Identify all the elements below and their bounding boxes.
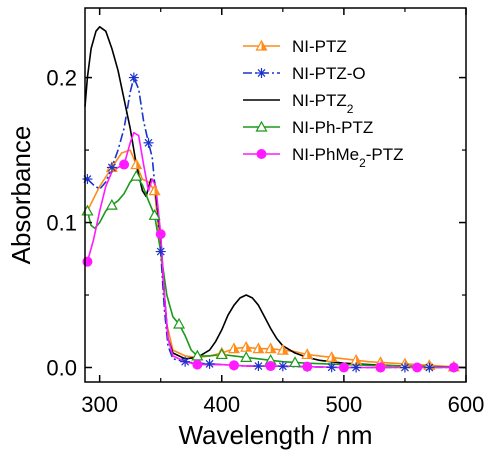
series-0-point-fill	[136, 159, 142, 169]
legend-marker-0	[255, 39, 268, 51]
series-1-point	[253, 361, 264, 372]
series-4-point	[155, 229, 166, 240]
series-0-point-fill	[246, 342, 252, 352]
series-1-point-ray	[156, 247, 165, 256]
series-0-point-fill	[282, 345, 288, 355]
tick-labels-group: 300 400 500 600 0.0 0.1 0.2	[46, 66, 484, 417]
y-tick-label: 0.1	[46, 211, 77, 236]
x-tick-label: 600	[448, 392, 485, 417]
legend-marker-1	[256, 68, 267, 78]
series-3-point	[148, 209, 161, 220]
series-0-point	[301, 348, 314, 360]
series-3-point	[130, 169, 143, 181]
series-3-point	[173, 317, 186, 329]
legend-label-4: NI-PhMe2-PTZ	[292, 145, 404, 170]
series-4-point	[265, 361, 276, 372]
y-axis-title: Absorbance	[6, 126, 36, 265]
series-0-point	[227, 342, 241, 354]
y-tick-label: 0.2	[46, 66, 77, 91]
series-line-1	[86, 76, 466, 369]
series-1-point	[326, 362, 337, 373]
series-1-point-ray	[129, 73, 138, 82]
x-tick-label: 500	[326, 392, 363, 417]
series-1-point	[180, 356, 191, 367]
series-3-point	[215, 348, 228, 360]
series-line-4	[86, 131, 466, 369]
legend-marker-1-ray	[257, 69, 266, 77]
series-1-point	[143, 137, 154, 148]
series-0-point	[350, 354, 363, 365]
legend: NI-PTZ NI-PTZ-O NI-PTZ2 NI-Ph-PTZ NI-PhMe2-P…	[243, 37, 404, 170]
legend-label-2: NI-PTZ2	[292, 91, 354, 116]
series-4-point	[302, 361, 313, 372]
series-1-point	[128, 72, 139, 83]
x-axis-title: Wavelength / nm	[178, 420, 372, 450]
series-0-point	[264, 342, 277, 354]
series-1-point	[351, 362, 362, 373]
series-4-point	[119, 159, 130, 170]
series-0-point	[148, 184, 161, 196]
series-1-point-ray	[181, 357, 190, 366]
series-3-point	[289, 356, 302, 368]
series-4-point	[228, 360, 239, 371]
series-1-point-ray	[425, 363, 434, 372]
series-1-point-ray	[144, 138, 153, 147]
plot-frame	[84, 7, 467, 383]
series-line-2	[84, 26, 467, 369]
y-tick-label: 0.0	[46, 356, 77, 381]
series-4-point	[448, 362, 459, 373]
legend-label-0: NI-PTZ	[292, 37, 347, 56]
legend-marker-4	[256, 149, 267, 159]
series-0-point	[130, 158, 143, 170]
series-0-point	[252, 342, 265, 354]
legend-marker-3	[255, 120, 268, 132]
series-0-point-fill	[154, 185, 160, 195]
series-4-point	[412, 362, 423, 373]
series-lines-group	[84, 26, 467, 369]
legend-marker-0-fill	[261, 41, 267, 50]
series-markers-group	[81, 72, 460, 373]
series-1-point-ray	[254, 362, 263, 371]
series-1-point-ray	[107, 163, 116, 172]
series-1-point	[277, 361, 288, 372]
series-1-point	[155, 246, 166, 257]
series-3-point	[240, 351, 253, 362]
series-1-point	[82, 174, 93, 185]
series-0-point-fill	[307, 349, 313, 359]
series-4-point	[192, 359, 203, 370]
series-1-point-ray	[205, 359, 214, 368]
series-3-point	[105, 198, 118, 210]
series-0-point-fill	[356, 355, 362, 365]
series-1-point	[424, 362, 435, 373]
series-0-point	[240, 340, 253, 352]
x-tick-label: 400	[203, 392, 240, 417]
series-0-point-fill	[331, 352, 337, 362]
x-tick-label: 300	[81, 392, 118, 417]
series-0-point-fill	[270, 343, 276, 353]
series-0-point	[325, 351, 338, 362]
series-0-point-fill	[233, 343, 239, 353]
series-1-point	[106, 162, 117, 173]
legend-label-1: NI-PTZ-O	[292, 64, 366, 83]
legend-label-3: NI-Ph-PTZ	[292, 118, 373, 137]
series-0-point	[276, 343, 289, 355]
series-1-point-ray	[400, 363, 409, 372]
axis-ticks-group	[85, 8, 467, 382]
series-1-point	[399, 362, 410, 373]
series-0-point-fill	[258, 343, 264, 353]
series-1-point-ray	[327, 363, 336, 372]
series-1-point	[204, 358, 215, 369]
series-3-point	[81, 204, 94, 216]
series-1-point-ray	[352, 363, 361, 372]
series-line-0	[86, 149, 467, 369]
series-4-point	[338, 362, 349, 373]
series-1-point-ray	[278, 362, 287, 371]
series-4-point	[375, 362, 386, 373]
